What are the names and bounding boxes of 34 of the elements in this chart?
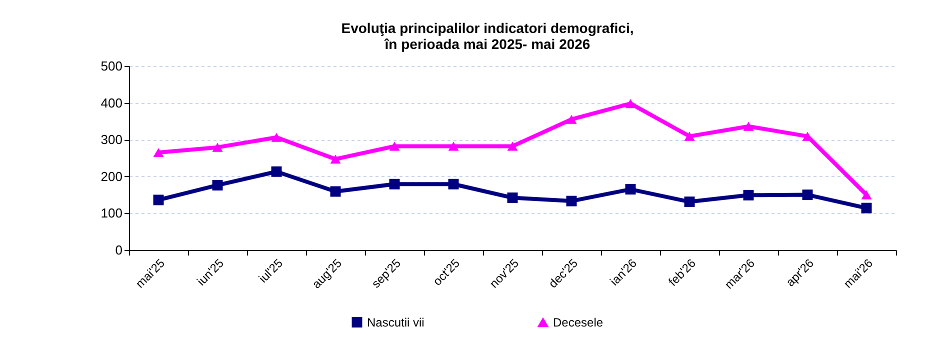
point [684,196,695,208]
point [330,186,341,197]
point [448,142,459,151]
chart-title: Evoluţia principalilor indicatori demografici, în perioada mai 2025- mai 2026 [341,20,634,52]
point [389,142,400,151]
y-tick-label: 0 [115,242,122,258]
point [684,132,695,141]
point [743,122,754,131]
point [271,132,282,142]
y-tick-label: 500 [100,58,122,74]
y-tick-label: 200 [100,168,122,184]
legend-label: Nascutii vii [367,315,424,330]
point [153,148,164,158]
point [743,190,754,200]
point [271,166,282,177]
point [153,194,164,206]
point [625,184,636,195]
y-tick-label: 100 [100,206,122,221]
point [802,190,813,200]
y-tick-label: 400 [100,95,122,110]
point [625,98,636,108]
point [448,178,459,190]
point [861,202,872,214]
y-tick-label: 300 [100,132,122,148]
point [389,178,400,190]
point [566,114,577,124]
point [566,196,577,206]
point [212,180,223,190]
legend-label: Decesele [553,316,604,330]
point [330,154,341,164]
point [212,142,223,152]
point [507,142,518,151]
point [507,192,518,203]
point [861,190,872,200]
